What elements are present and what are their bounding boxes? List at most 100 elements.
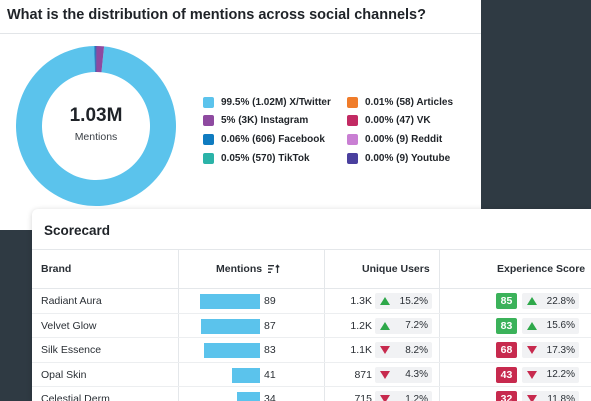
legend-item-twitter[interactable]: 99.5% (1.02M) X/Twitter [203,97,331,108]
donut-slice-instagram[interactable] [96,46,105,73]
legend-label: 0.00% (9) Reddit [365,134,443,145]
experience-score-badge: 85 [496,293,517,309]
distribution-card: What is the distribution of mentions acr… [0,0,481,230]
legend-swatch [347,115,358,126]
sort-icon[interactable] [268,264,280,274]
experience-score-change: 11.8% [522,391,579,401]
change-percent: 11.8% [547,393,575,401]
arrow-down-icon [527,370,537,379]
arrow-up-icon [527,297,537,305]
experience-score-badge: 43 [496,366,517,383]
column-separator [324,249,325,401]
brand-name: Velvet Glow [41,319,97,332]
table-row[interactable]: Velvet Glow 87 1.2K 7.2% 83 15.6% [32,314,591,338]
change-percent: 15.6% [546,320,575,331]
scorecard-card: Scorecard Brand Mentions Unique Users Ex… [32,209,591,401]
change-percent: 17.3% [546,344,575,356]
donut-slice-x-twitter[interactable] [16,46,176,206]
mentions-bar [200,294,260,309]
legend-swatch [347,153,358,164]
table-row[interactable]: Opal Skin 41 871 4.3% 43 12.2% [32,363,591,387]
legend-item-tiktok[interactable]: 0.05% (570) TikTok [203,153,310,164]
legend-item-reddit[interactable]: 0.00% (9) Reddit [347,134,442,145]
legend-item-facebook[interactable]: 0.06% (606) Facebook [203,134,325,145]
header-mentions[interactable]: Mentions [216,250,280,288]
change-percent: 8.2% [405,344,428,356]
mentions-value: 89 [264,295,276,307]
change-percent: 1.2% [405,393,428,401]
experience-score-badge: 32 [496,391,517,401]
legend-swatch [347,134,358,145]
unique-users-change: 15.2% [375,293,432,309]
arrow-up-icon [380,297,390,305]
brand-name: Opal Skin [41,368,87,381]
arrow-up-icon [380,321,390,330]
header-unique-users[interactable]: Unique Users [362,263,430,275]
legend-label: 5% (3K) Instagram [221,115,309,126]
arrow-down-icon [527,346,537,354]
legend-swatch [203,134,214,145]
unique-users-value: 1.3K [350,295,372,307]
experience-score-badge: 68 [496,342,517,358]
scorecard-header-row: Brand Mentions Unique Users Experience S… [32,249,591,289]
mentions-bar [237,392,260,401]
unique-users-change: 7.2% [375,317,432,334]
mentions-value: 34 [264,393,276,401]
unique-users-value: 871 [354,368,372,381]
column-separator [178,249,179,401]
legend-swatch [203,153,214,164]
table-row[interactable]: Silk Essence 83 1.1K 8.2% 68 17.3% [32,338,591,363]
change-percent: 12.2% [546,369,575,380]
column-separator [439,249,440,401]
unique-users-value: 1.1K [350,344,372,356]
mentions-bar [232,367,260,383]
change-percent: 4.3% [405,369,428,380]
mentions-value: 41 [264,368,276,381]
change-percent: 22.8% [546,295,575,307]
experience-score-change: 17.3% [522,342,579,358]
experience-score-badge: 83 [496,317,517,334]
card-divider [0,33,481,34]
legend-swatch [203,115,214,126]
mentions-bar [204,343,260,358]
legend-item-vk[interactable]: 0.00% (47) VK [347,115,431,126]
legend-label: 99.5% (1.02M) X/Twitter [221,97,331,108]
legend-label: 0.00% (47) VK [365,115,431,126]
unique-users-change: 8.2% [375,342,432,358]
mentions-donut-chart[interactable] [16,46,176,206]
header-experience-score[interactable]: Experience Score [497,263,586,275]
header-brand[interactable]: Brand [41,263,72,275]
unique-users-value: 715 [354,393,372,401]
legend-label: 0.00% (9) Youtube [365,153,451,164]
brand-name: Celestial Derm [41,393,110,401]
mentions-value: 83 [264,344,276,356]
arrow-up-icon [527,321,537,330]
legend-item-articles[interactable]: 0.01% (58) Articles [347,97,453,108]
card-question-title: What is the distribution of mentions acr… [7,7,426,23]
legend-item-youtube[interactable]: 0.00% (9) Youtube [347,153,450,164]
legend-label: 0.05% (570) TikTok [221,153,310,164]
donut-slice-facebook[interactable] [94,46,96,73]
change-percent: 15.2% [399,295,428,307]
scorecard-title: Scorecard [44,223,111,238]
unique-users-value: 1.2K [350,319,372,332]
mentions-value: 87 [264,319,276,332]
experience-score-change: 12.2% [522,366,579,383]
legend-label: 0.01% (58) Articles [365,97,454,108]
legend-label: 0.06% (606) Facebook [221,134,325,145]
table-row[interactable]: Celestial Derm 34 715 1.2% 32 11.8% [32,387,591,401]
arrow-down-icon [527,395,537,401]
arrow-down-icon [380,346,390,354]
unique-users-change: 4.3% [375,366,432,383]
donut-slice-youtube[interactable] [95,46,97,73]
legend-item-instagram[interactable]: 5% (3K) Instagram [203,115,308,126]
table-row[interactable]: Radiant Aura 89 1.3K 15.2% 85 22.8% [32,289,591,314]
legend-swatch [347,97,358,108]
change-percent: 7.2% [405,320,428,331]
arrow-down-icon [380,395,390,401]
brand-name: Radiant Aura [41,295,102,307]
arrow-down-icon [380,370,390,379]
mentions-bar [201,318,260,334]
experience-score-change: 22.8% [522,293,579,309]
header-mentions-label: Mentions [216,263,263,275]
